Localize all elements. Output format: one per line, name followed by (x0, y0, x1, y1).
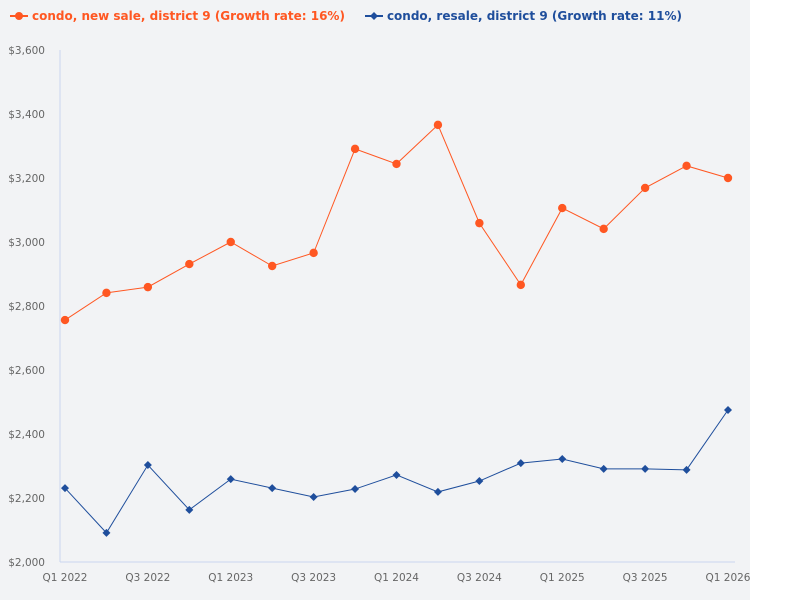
data-point (226, 237, 235, 247)
data-point (185, 505, 194, 514)
x-tick-label: Q3 2022 (125, 572, 170, 584)
data-point (724, 406, 732, 414)
legend-label: condo, new sale, district 9 (Growth rate… (32, 9, 345, 23)
data-point (723, 173, 733, 183)
legend-marker-circle-icon (10, 12, 28, 20)
legend-label: condo, resale, district 9 (Growth rate: … (386, 9, 682, 23)
data-point (226, 475, 235, 484)
data-point (351, 485, 360, 494)
data-point (433, 487, 442, 496)
legend-item-new-sale[interactable]: condo, new sale, district 9 (Growth rate… (10, 9, 345, 23)
y-tick-label: $3,000 (8, 237, 45, 249)
data-point (102, 528, 111, 537)
data-point (682, 465, 691, 474)
data-point (267, 261, 277, 271)
data-point (143, 461, 152, 470)
x-tick-label: Q3 2024 (457, 572, 502, 584)
data-point (558, 203, 567, 213)
x-tick-label: Q1 2026 (705, 572, 750, 584)
data-point (268, 484, 277, 493)
data-point (558, 454, 567, 463)
x-tick-label: Q1 2022 (42, 572, 87, 584)
chart-background (0, 0, 750, 600)
x-tick-label: Q1 2025 (540, 572, 585, 584)
y-tick-label: $2,200 (8, 493, 45, 505)
data-point (641, 464, 650, 473)
data-point (309, 493, 318, 502)
data-point (392, 470, 401, 479)
data-point (392, 159, 401, 169)
data-point (350, 144, 360, 154)
y-tick-label: $2,000 (8, 557, 45, 569)
data-point (599, 224, 608, 234)
data-point (516, 280, 526, 290)
data-point (640, 183, 650, 193)
data-point (309, 248, 318, 258)
data-point (475, 218, 484, 228)
y-tick-label: $3,600 (8, 45, 45, 57)
x-tick-label: Q3 2025 (623, 572, 668, 584)
data-point (185, 259, 194, 269)
data-point (102, 288, 111, 298)
data-point (516, 459, 525, 468)
data-point (682, 161, 691, 171)
data-point (475, 477, 484, 486)
x-tick-label: Q1 2023 (208, 572, 253, 584)
y-tick-label: $3,200 (8, 173, 45, 185)
data-point (61, 484, 69, 493)
data-point (433, 120, 443, 130)
legend-marker-diamond-icon (364, 12, 383, 20)
data-point (60, 315, 70, 325)
y-tick-label: $2,800 (8, 301, 45, 313)
series-line-0 (64, 124, 729, 321)
data-point (599, 464, 608, 473)
legend: condo, new sale, district 9 (Growth rate… (10, 9, 682, 23)
x-tick-label: Q1 2024 (374, 572, 419, 584)
y-tick-label: $2,600 (8, 365, 45, 377)
legend-item-resale[interactable]: condo, resale, district 9 (Growth rate: … (364, 9, 682, 23)
x-tick-label: Q3 2023 (291, 572, 336, 584)
data-point (143, 282, 153, 292)
y-tick-label: $3,400 (8, 109, 45, 121)
y-tick-label: $2,400 (8, 429, 45, 441)
